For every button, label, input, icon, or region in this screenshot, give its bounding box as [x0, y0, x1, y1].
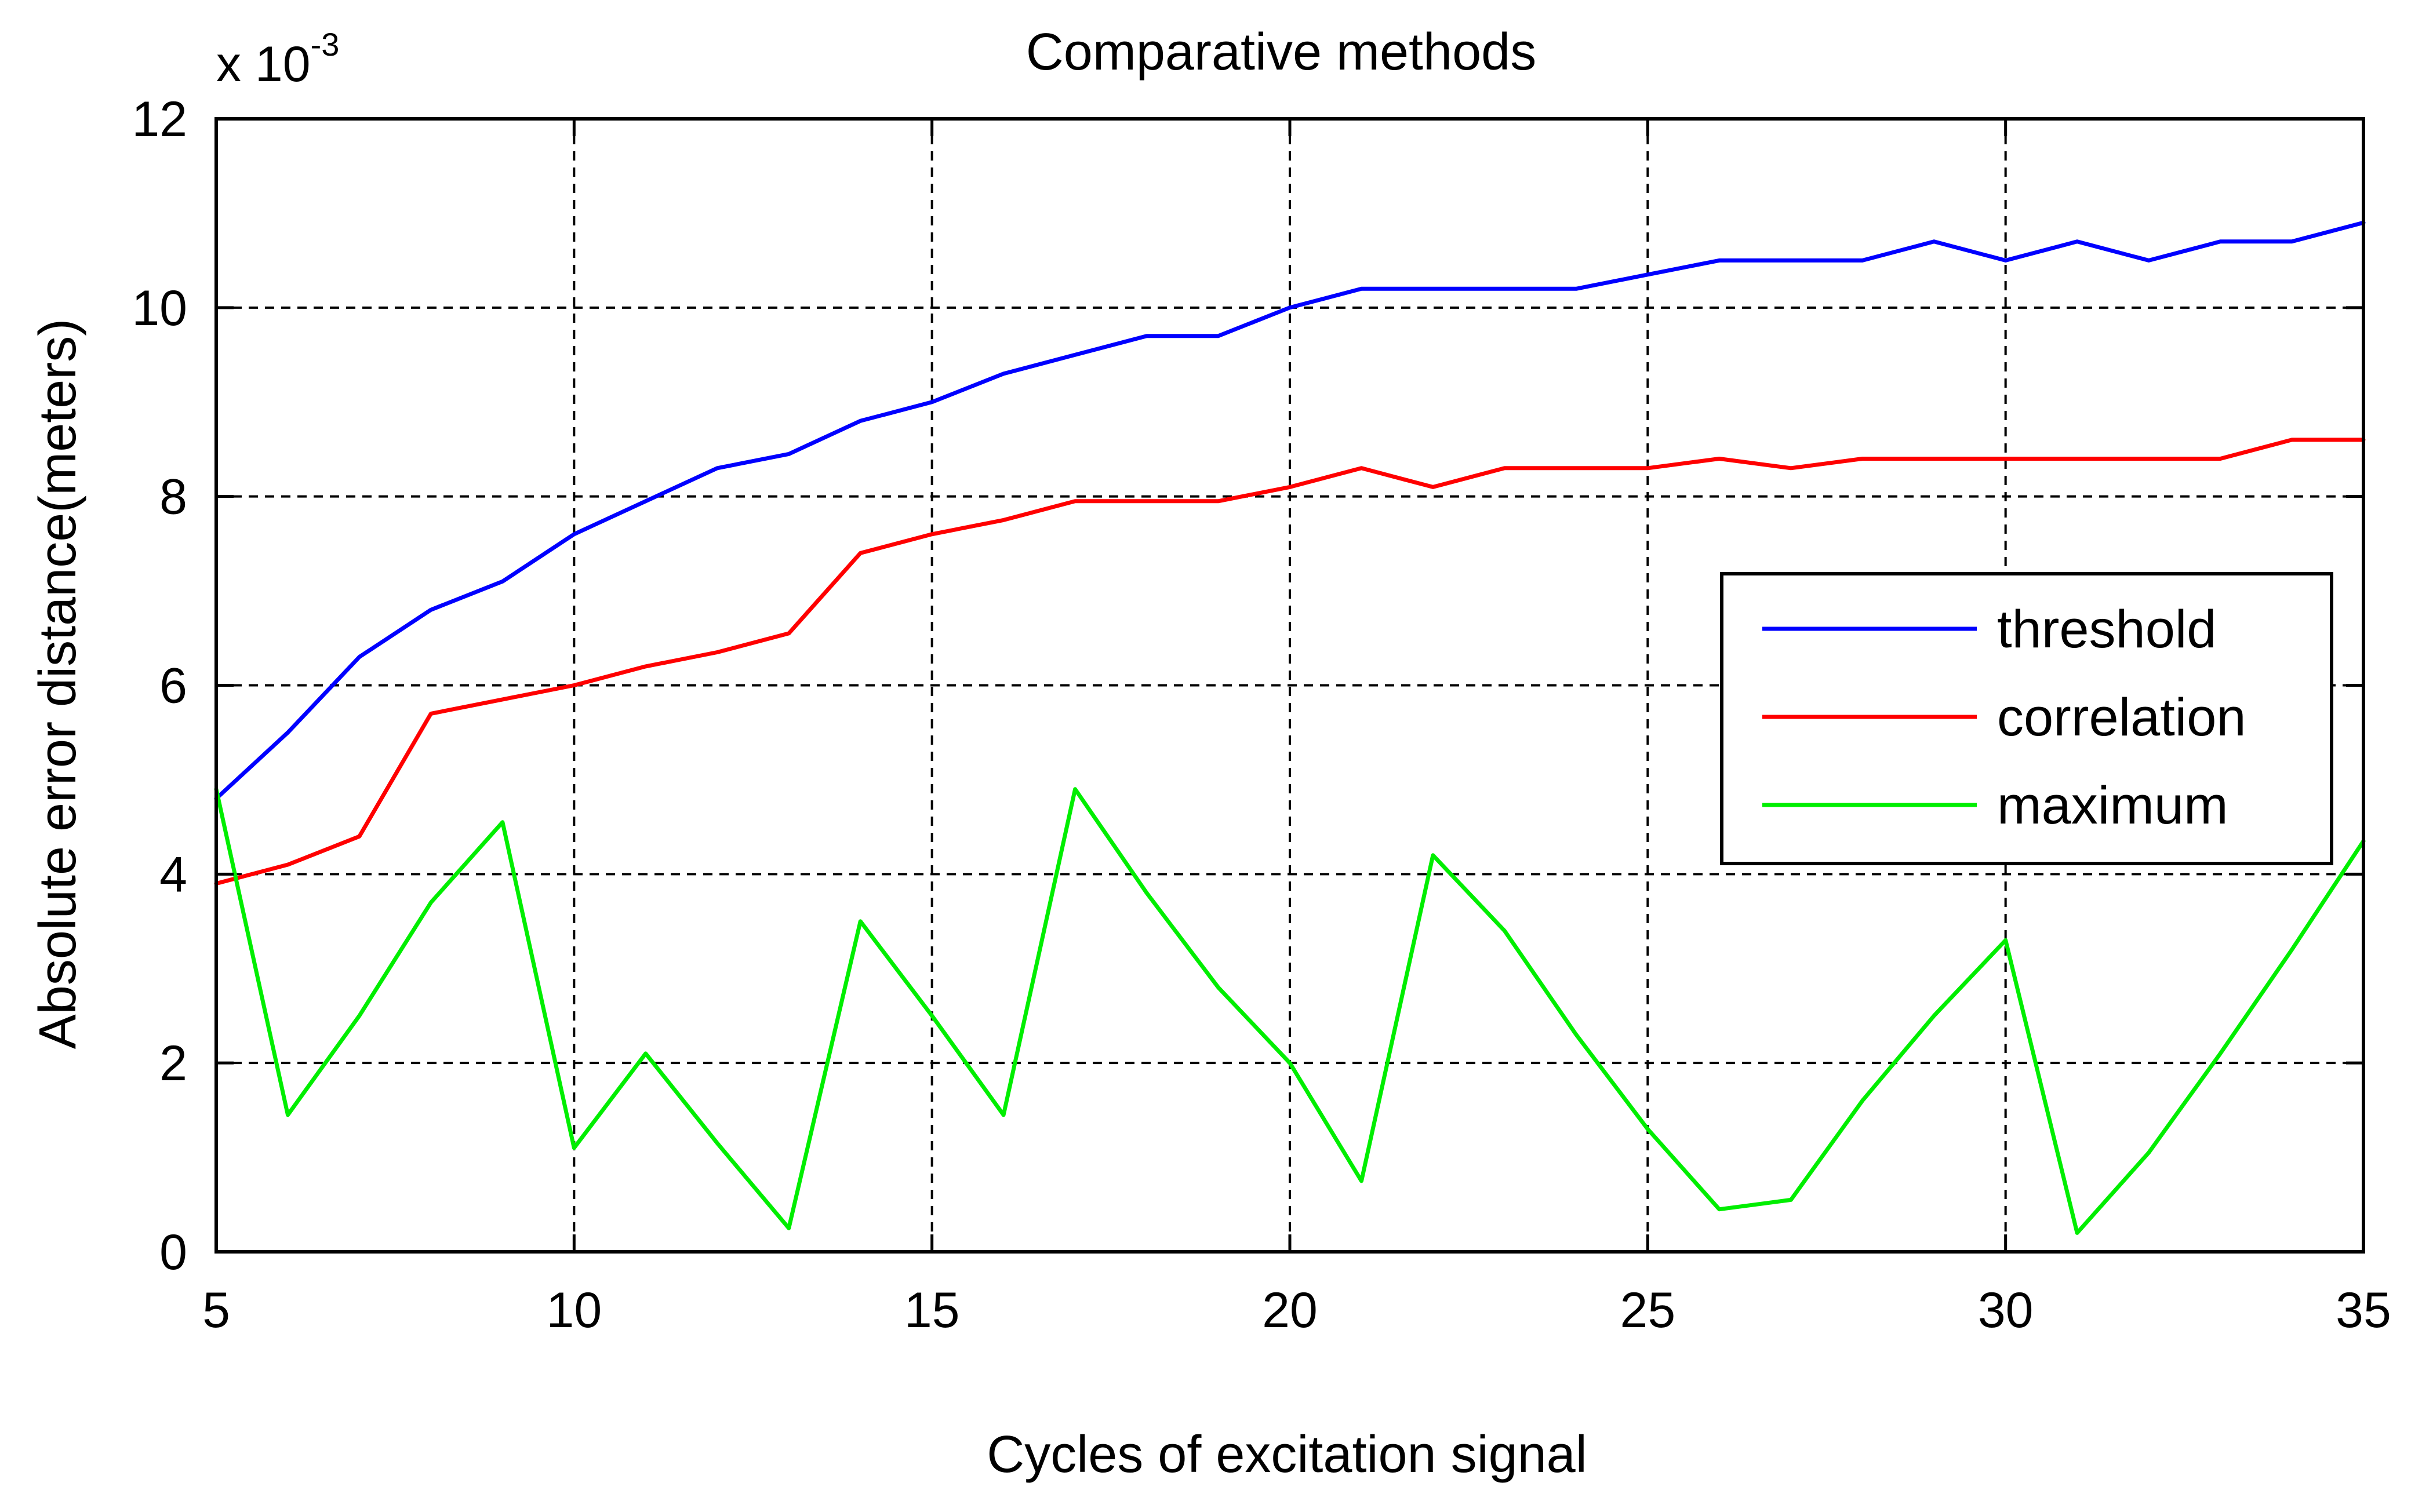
- x-tick-label: 10: [546, 1283, 602, 1338]
- y-tick-label: 10: [132, 280, 187, 336]
- y-tick-label: 4: [159, 847, 187, 902]
- y-tick-label: 6: [159, 658, 187, 714]
- y-axis-ticks: 0 2 4 6 8 10 12: [132, 92, 2363, 1280]
- series-line-maximum: [214, 787, 2366, 1235]
- x-tick-label: 15: [904, 1283, 960, 1338]
- x-tick-label: 20: [1262, 1283, 1318, 1338]
- x-tick-label: 5: [202, 1283, 230, 1338]
- y-exponent-base: x 10: [216, 37, 311, 92]
- series-line-correlation: [214, 438, 2366, 886]
- legend-label-maximum: maximum: [1997, 776, 2228, 835]
- legend-label-threshold: threshold: [1997, 600, 2216, 659]
- y-tick-label: 2: [159, 1036, 187, 1091]
- y-axis-label: Absolute error distance(meters): [29, 319, 87, 1049]
- chart-title: Comparative methods: [1026, 23, 1536, 81]
- series-lines: [214, 220, 2366, 1235]
- x-tick-label: 25: [1620, 1283, 1675, 1338]
- legend: threshold correlation maximum: [1720, 572, 2333, 865]
- y-tick-label: 12: [132, 92, 187, 147]
- x-axis-ticks: 5 10 15 20 25 30 35: [202, 119, 2391, 1338]
- y-tick-label: 0: [159, 1225, 187, 1280]
- y-exponent-label: x 10-3: [216, 26, 339, 92]
- y-tick-label: 8: [159, 469, 187, 525]
- x-axis-label: Cycles of excitation signal: [987, 1426, 1587, 1484]
- legend-label-correlation: correlation: [1997, 688, 2246, 747]
- x-tick-label: 35: [2336, 1283, 2391, 1338]
- x-tick-label: 30: [1978, 1283, 2034, 1338]
- series-line-threshold: [214, 220, 2366, 801]
- y-exponent-power: -3: [311, 26, 340, 63]
